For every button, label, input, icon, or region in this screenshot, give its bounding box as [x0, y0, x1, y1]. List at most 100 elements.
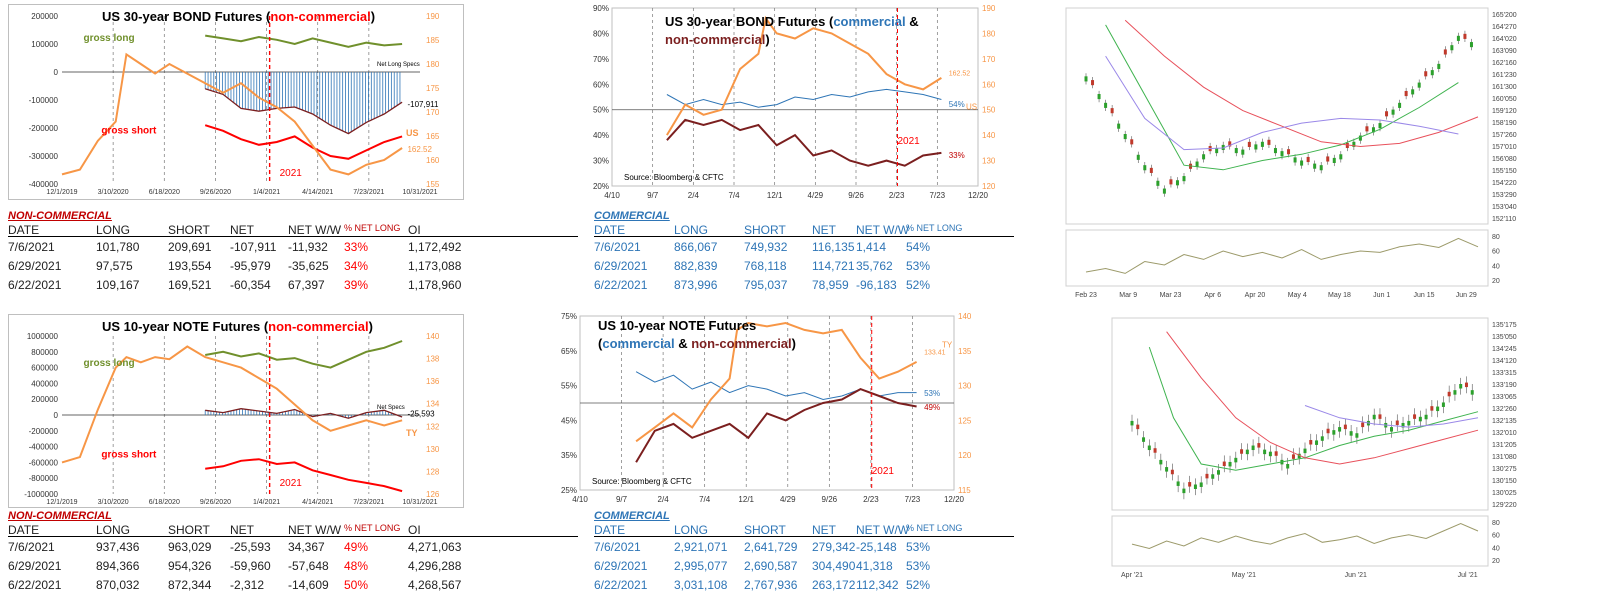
candle-body [1205, 473, 1209, 479]
y-left-tick: -600000 [29, 458, 59, 467]
table-header-cell: NET W/W [856, 223, 910, 237]
y-tick: 134'120 [1492, 358, 1517, 365]
candle-body [1450, 45, 1454, 51]
net-specs-label: Net Specs [377, 405, 405, 411]
series-oscillator [1131, 522, 1479, 550]
y-right-tick: 135 [958, 347, 972, 356]
table-header-cell: DATE [594, 523, 626, 537]
x-tick: 12/20 [968, 191, 989, 200]
table-header-cell: SHORT [744, 223, 786, 237]
osc-tick: 20 [1492, 278, 1500, 285]
title-highlight: non-commercial [665, 32, 765, 47]
candle-body [1117, 123, 1121, 129]
candle-body [1385, 111, 1389, 117]
table-cell: 866,067 [674, 240, 718, 254]
y-left-tick: 45% [561, 416, 577, 425]
year-marker-label: 2021 [280, 168, 303, 179]
candle-body [1097, 94, 1101, 100]
x-tick: 10/31/2021 [402, 499, 437, 506]
table-title: COMMERCIAL [594, 210, 670, 222]
candle-body [1170, 469, 1174, 475]
year-marker-label: 2021 [872, 466, 895, 477]
series-gross-short [205, 458, 403, 493]
y-left-tick: 75% [561, 312, 577, 321]
candle-body [1182, 488, 1186, 494]
price-value-label: 162.52 [407, 145, 432, 154]
x-tick: 9/26/2020 [200, 499, 231, 506]
y-tick: 132'010 [1492, 430, 1517, 437]
table-cell: 41,318 [856, 559, 893, 573]
y-tick: 135'175 [1492, 322, 1517, 329]
table-header-rule [8, 536, 578, 537]
x-tick: 7/23/2021 [353, 499, 384, 506]
x-tick: 1/4/2021 [253, 189, 280, 196]
y-tick: 133'315 [1492, 370, 1517, 377]
table-cell: 304,490 [812, 559, 856, 573]
candle-body [1437, 63, 1441, 69]
x-tick: Jun '21 [1345, 572, 1367, 579]
table-cell: 39% [344, 278, 369, 292]
table-cell: 894,366 [96, 559, 140, 573]
table-cell: 1,414 [856, 240, 887, 254]
table-cell: 7/6/2021 [594, 240, 641, 254]
x-tick: Jun 15 [1413, 292, 1434, 299]
candle-body [1436, 406, 1440, 412]
commercial-pct-label: 53% [924, 389, 940, 398]
table-header-cell: LONG [674, 523, 709, 537]
bond-price-chart: 165'200 164'270 164'020 163'090 162'160 161'2… [1065, 7, 1517, 299]
y-right-tick: 180 [982, 29, 996, 38]
oscillator-frame [1065, 229, 1489, 287]
y-right-tick: 136 [426, 377, 440, 386]
table-cell: 116,135 [812, 240, 855, 254]
series-ma-slow [1166, 331, 1479, 465]
x-tick: 9/26/2020 [200, 189, 231, 196]
candle-body [1339, 154, 1343, 160]
candle-body [1443, 49, 1447, 55]
chart-title-line1: US 30-year BOND Futures (commercial & [665, 14, 919, 29]
x-tick: 10/31/2021 [402, 189, 437, 196]
note-price-chart: 135'175 135'050 134'245 134'120 133'315 133'1… [1111, 317, 1517, 579]
table-cell: 193,554 [168, 259, 212, 273]
candle-body [1110, 108, 1114, 114]
y-right-tick: 120 [958, 451, 972, 460]
y-right-tick: 180 [426, 60, 440, 69]
table-cell: 6/22/2021 [8, 278, 62, 292]
table-header-cell: SHORT [168, 223, 210, 237]
series-US [61, 52, 403, 176]
x-tick: 9/7 [647, 191, 659, 200]
candle-body [1320, 436, 1324, 441]
y-tick: 135'050 [1492, 334, 1517, 341]
x-tick: Feb 23 [1075, 292, 1097, 299]
y-right-tick: 185 [426, 36, 440, 45]
y-left-tick: 400000 [31, 379, 58, 388]
y-tick: 130'150 [1492, 478, 1517, 485]
table-cell: 873,996 [674, 278, 718, 292]
table-cell: 954,326 [168, 559, 212, 573]
osc-tick: 20 [1492, 558, 1500, 565]
osc-tick: 80 [1492, 234, 1500, 241]
table-cell: 1,172,492 [408, 240, 462, 254]
y-right-tick: 130 [958, 382, 972, 391]
y-left-tick: 55% [561, 382, 577, 391]
title-highlight: non-commercial [270, 9, 370, 24]
candle-body [1091, 80, 1095, 86]
title-suffix: ) [369, 319, 373, 334]
table-cell: 52% [906, 578, 931, 592]
y-left-tick: -200000 [29, 427, 59, 436]
x-tick: May 18 [1328, 292, 1351, 299]
y-left-tick: -200000 [29, 124, 59, 133]
y-tick: 133'065 [1492, 394, 1517, 401]
table-header-cell: NET [812, 523, 836, 537]
table-cell: 2,921,071 [674, 540, 728, 554]
candle-body [1470, 390, 1474, 395]
candle-body [1352, 141, 1356, 147]
candle-body [1123, 134, 1127, 140]
chart-title-line2: (commercial & non-commercial) [598, 336, 796, 351]
x-tick: 4/29 [780, 495, 796, 504]
bond-commercial-table: COMMERCIAL DATE LONG SHORT NET NET W/W% NET L… [594, 210, 1014, 298]
candle-body [1268, 451, 1272, 457]
table-cell: 1,178,960 [408, 278, 462, 292]
note-commercial-chart: 75% 65% 55% 45% 35% 25% 140 135 130 125 120 115 4/10… [561, 312, 972, 504]
chart-title: US 10-year NOTE Futures (non-commercial) [102, 319, 373, 334]
x-tick: May '21 [1232, 572, 1256, 579]
